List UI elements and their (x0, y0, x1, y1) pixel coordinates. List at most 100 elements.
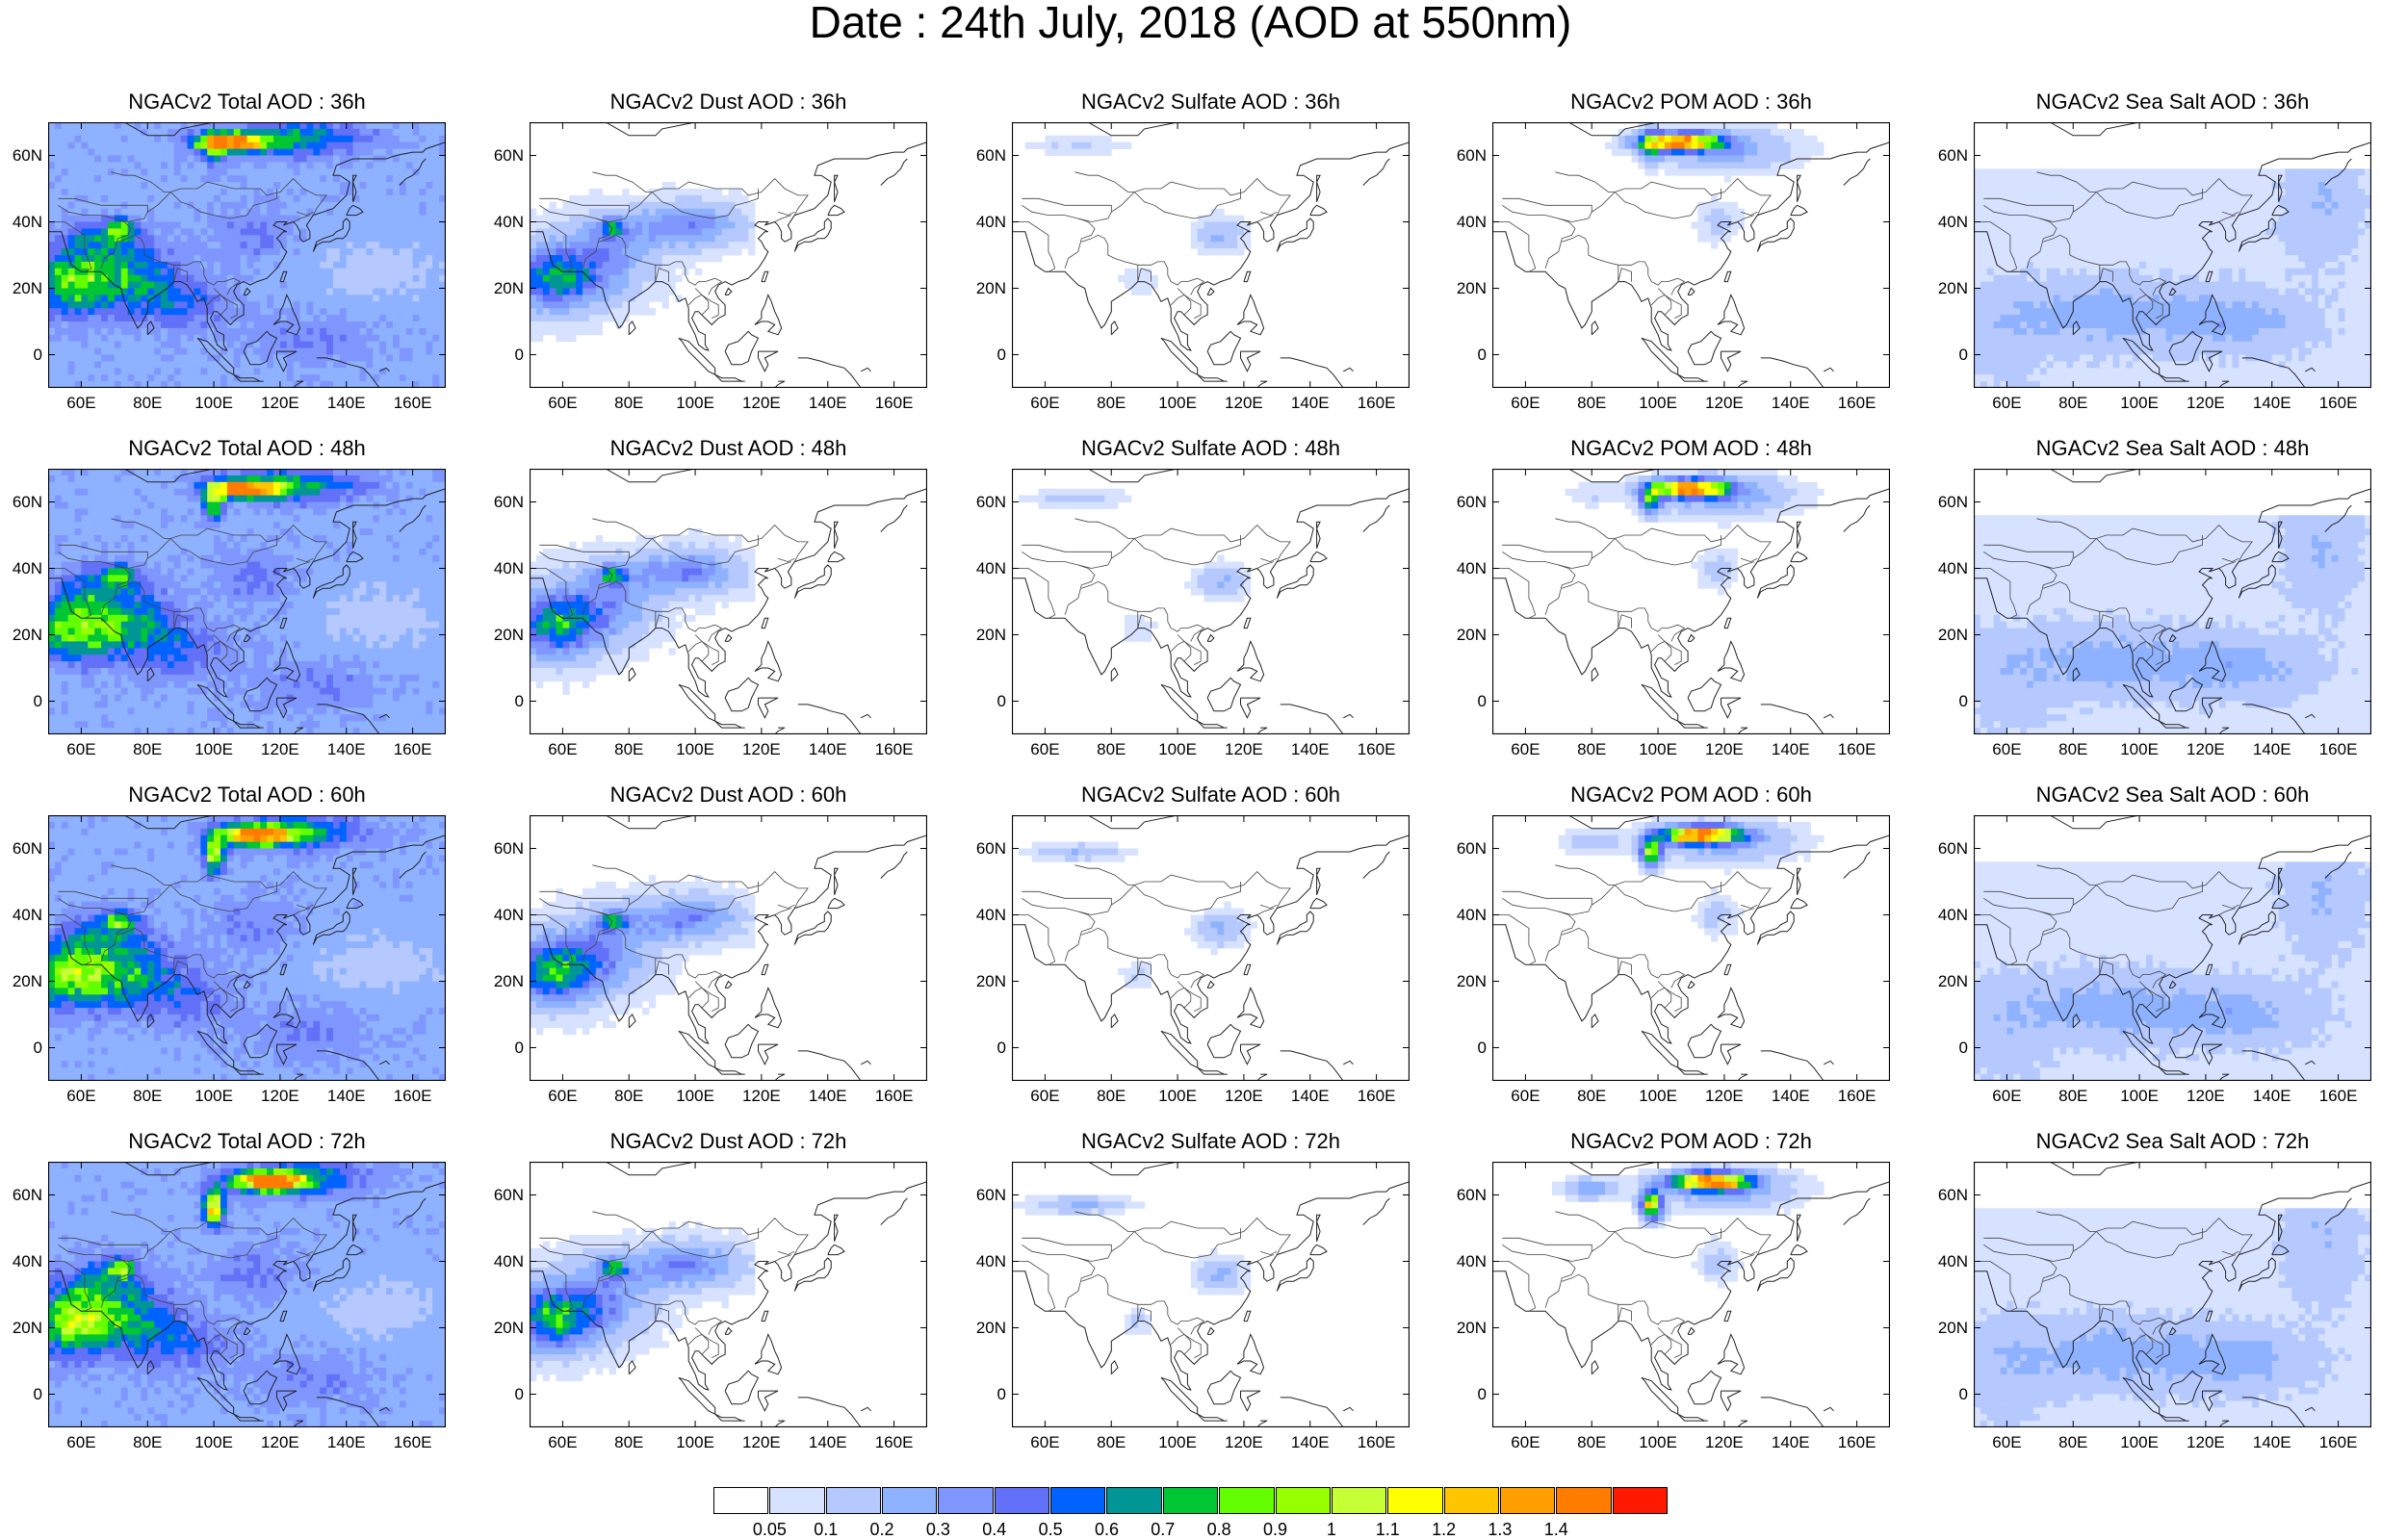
lon-tick-label: 80E (2058, 740, 2087, 759)
map-panel-total (48, 469, 446, 734)
lon-tick-label: 80E (133, 1433, 162, 1452)
map-panel-total (48, 122, 446, 388)
colorbar-box (995, 1487, 1049, 1514)
lon-tick-label: 100E (1639, 394, 1677, 413)
colorbar-box (1276, 1487, 1331, 1514)
lat-tick-label: 40N (1929, 906, 1968, 925)
lat-tick-label: 20N (1929, 279, 1968, 298)
lon-tick-label: 80E (614, 394, 643, 413)
lon-tick-label: 60E (548, 394, 577, 413)
lon-tick-label: 100E (1639, 1087, 1677, 1106)
lon-tick-label: 160E (2319, 1433, 2358, 1452)
lon-tick-label: 120E (261, 1433, 299, 1452)
colorbar-label: 0.9 (1263, 1520, 1287, 1540)
colorbar-box (938, 1487, 993, 1514)
map-panel-sulfate (1012, 122, 1410, 388)
lon-tick-label: 60E (1992, 740, 2021, 759)
lon-tick-label: 140E (809, 394, 847, 413)
lat-tick-label: 40N (968, 559, 1006, 578)
lat-tick-label: 40N (4, 906, 42, 925)
lat-tick-label: 20N (485, 279, 524, 298)
lon-tick-label: 120E (261, 740, 299, 759)
lon-tick-label: 160E (1838, 1087, 1876, 1106)
lat-tick-label: 0 (968, 692, 1006, 711)
lon-tick-label: 100E (194, 740, 233, 759)
country-borders (1492, 1212, 1771, 1358)
lon-tick-label: 120E (2187, 394, 2225, 413)
panel-title: NGACv2 Sea Salt AOD : 60h (2036, 783, 2310, 808)
lon-tick-label: 160E (1838, 1433, 1876, 1452)
lon-tick-label: 140E (1772, 1087, 1810, 1106)
colorbar-label: 0.8 (1207, 1520, 1231, 1540)
lon-tick-label: 80E (1577, 740, 1606, 759)
lon-tick-label: 100E (1158, 1087, 1197, 1106)
lon-tick-label: 120E (2187, 740, 2225, 759)
lon-tick-label: 120E (1705, 740, 1744, 759)
lon-tick-label: 80E (1097, 1433, 1126, 1452)
lat-tick-label: 60N (485, 839, 524, 859)
lon-tick-label: 140E (2253, 740, 2291, 759)
lat-tick-label: 20N (968, 626, 1006, 645)
lat-tick-label: 40N (1448, 559, 1487, 578)
lat-tick-label: 40N (1929, 1252, 1968, 1271)
lat-tick-label: 20N (1448, 972, 1487, 991)
lat-tick-label: 60N (1929, 146, 1968, 166)
lon-tick-label: 80E (1577, 1433, 1606, 1452)
lon-tick-label: 160E (2319, 394, 2358, 413)
map-panel-sulfate (1012, 815, 1410, 1081)
panel-title: NGACv2 Total AOD : 60h (128, 783, 366, 808)
lon-tick-label: 100E (676, 1433, 714, 1452)
lon-tick-label: 140E (2253, 394, 2291, 413)
colorbar-label: 1.4 (1544, 1520, 1568, 1540)
lon-tick-label: 160E (1358, 394, 1396, 413)
colorbar-box (826, 1487, 881, 1514)
lon-tick-label: 100E (1158, 740, 1197, 759)
lon-tick-label: 60E (1992, 1433, 2021, 1452)
panel-title: NGACv2 Dust AOD : 36h (610, 90, 847, 115)
lon-tick-label: 120E (742, 740, 781, 759)
lon-tick-label: 140E (1291, 1433, 1330, 1452)
lon-tick-label: 160E (1358, 1087, 1396, 1106)
lat-tick-label: 40N (4, 1252, 42, 1271)
colorbar-label: 1.2 (1432, 1520, 1456, 1540)
panel-title: NGACv2 Sulfate AOD : 60h (1081, 783, 1340, 808)
lat-tick-label: 60N (968, 493, 1006, 512)
lat-tick-label: 0 (1929, 692, 1968, 711)
lat-tick-label: 40N (1929, 213, 1968, 232)
map-panel-seasalt (1974, 469, 2371, 734)
lon-tick-label: 60E (1030, 1433, 1059, 1452)
colorbar-box (1106, 1487, 1161, 1514)
lat-tick-label: 20N (485, 626, 524, 645)
lon-tick-label: 140E (809, 740, 847, 759)
panel-title: NGACv2 Dust AOD : 60h (610, 783, 847, 808)
colorbar-label: 1.1 (1376, 1520, 1400, 1540)
lat-tick-label: 40N (1929, 559, 1968, 578)
colorbar-box (1163, 1487, 1218, 1514)
lat-tick-label: 60N (1448, 493, 1487, 512)
colorbar-box (1050, 1487, 1105, 1514)
colorbar-label: 0.3 (926, 1520, 950, 1540)
lat-tick-label: 40N (485, 906, 524, 925)
lon-tick-label: 120E (742, 394, 781, 413)
lon-tick-label: 160E (1838, 394, 1876, 413)
lon-tick-label: 80E (2058, 1433, 2087, 1452)
map-panel-pom (1492, 122, 1890, 388)
lon-tick-label: 100E (194, 1087, 233, 1106)
lon-tick-label: 140E (1291, 1087, 1330, 1106)
map-panel-dust (530, 1162, 927, 1427)
map-panel-dust (530, 815, 927, 1081)
lon-tick-label: 80E (614, 1087, 643, 1106)
lat-tick-label: 40N (968, 1252, 1006, 1271)
aod-field (1552, 1162, 1825, 1289)
colorbar-box (1219, 1487, 1274, 1514)
colorbar-label: 0.7 (1151, 1520, 1175, 1540)
lon-tick-label: 120E (1225, 740, 1263, 759)
lat-tick-label: 60N (1448, 146, 1487, 166)
lon-tick-label: 160E (875, 1433, 914, 1452)
lon-tick-label: 100E (2120, 1433, 2159, 1452)
map-panel-pom (1492, 815, 1890, 1081)
lon-tick-label: 140E (327, 740, 366, 759)
lon-tick-label: 80E (614, 740, 643, 759)
lat-tick-label: 20N (4, 626, 42, 645)
aod-field (1605, 122, 1825, 249)
